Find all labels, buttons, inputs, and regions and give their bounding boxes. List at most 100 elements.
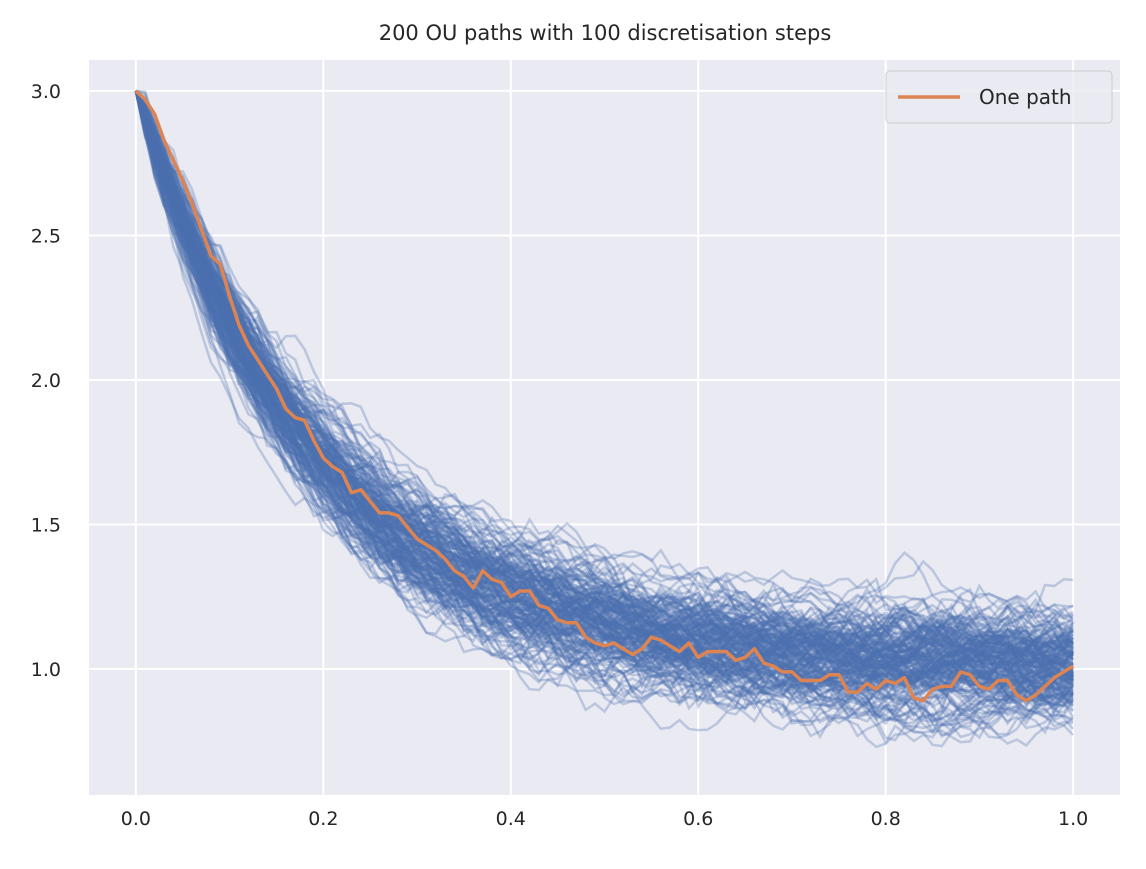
ou-path [134, 90, 1074, 697]
ou-path [134, 90, 1075, 719]
ou-path [134, 90, 1075, 697]
ou-path [134, 90, 1074, 727]
ou-path [134, 90, 1074, 720]
ou-path [134, 90, 1074, 691]
ou-path [134, 90, 1074, 673]
ou-path [134, 90, 1074, 703]
ou-path [134, 90, 1074, 697]
ou-path [134, 90, 1074, 681]
ou-path [134, 90, 1075, 697]
x-tick-label: 0.4 [496, 808, 526, 830]
ou-path [134, 90, 1074, 716]
ou-path [134, 90, 1074, 742]
ou-path [134, 90, 1074, 727]
ou-path [134, 90, 1074, 693]
ou-path [134, 90, 1074, 683]
ou-path [134, 90, 1074, 668]
ou-path [134, 90, 1075, 700]
ou-path [134, 90, 1074, 692]
ou-path [135, 89, 1074, 710]
ou-path [134, 90, 1075, 708]
ou-path [134, 90, 1075, 705]
ou-path [134, 90, 1074, 700]
ou-path [134, 90, 1074, 693]
ou-path [134, 90, 1074, 707]
ou-path [134, 90, 1074, 715]
ou-path [134, 90, 1075, 708]
ou-path [134, 90, 1074, 728]
ou-path [134, 90, 1075, 682]
ou-path [134, 90, 1074, 668]
ou-path [134, 90, 1075, 692]
ou-path [134, 90, 1075, 696]
ou-path [134, 90, 1075, 690]
ou-path [134, 90, 1074, 660]
ou-path [134, 90, 1074, 694]
ou-path [134, 90, 1074, 689]
ou-path [134, 90, 1074, 710]
ou-path [134, 90, 1075, 675]
ou-path [134, 90, 1075, 683]
ou-path [134, 90, 1074, 680]
ou-path [134, 90, 1075, 701]
ou-path [134, 90, 1075, 718]
ou-path [134, 90, 1075, 730]
ou-path [134, 90, 1074, 712]
x-tick-label: 0.2 [308, 808, 338, 830]
ou-path [134, 90, 1074, 744]
y-tick-label: 2.0 [31, 370, 61, 392]
ou-path [134, 90, 1075, 700]
highlight-path-group [134, 89, 1075, 703]
y-tick-label: 1.5 [31, 514, 61, 536]
y-tick-label: 1.0 [31, 659, 61, 681]
ou-path [134, 90, 1075, 688]
ou-path [134, 90, 1074, 726]
ou-path [134, 90, 1075, 691]
ou-path [135, 89, 1074, 670]
ou-path [134, 90, 1075, 680]
ou-path [134, 90, 1074, 693]
ou-path [134, 90, 1074, 681]
ou-path [134, 90, 1074, 731]
ou-path [134, 90, 1074, 698]
ou-path [134, 90, 1074, 715]
ou-path [134, 90, 1075, 717]
ou-path [134, 90, 1074, 684]
ou-path [134, 90, 1074, 696]
ou-path [134, 90, 1074, 677]
ou-path [134, 90, 1075, 675]
ou-path [134, 90, 1074, 723]
ou-path [134, 90, 1074, 690]
ou-path [134, 90, 1075, 673]
ou-path [134, 90, 1074, 666]
ou-path [134, 90, 1074, 698]
ou-path [134, 90, 1075, 679]
ou-path [134, 90, 1075, 674]
ou-path [134, 90, 1074, 692]
ou-path [134, 90, 1074, 712]
ou-path [134, 90, 1074, 738]
ou-path [134, 90, 1074, 715]
ou-path [134, 90, 1075, 690]
ou-path [134, 90, 1075, 692]
ou-path [134, 90, 1074, 728]
ou-path [134, 90, 1074, 684]
ou-path [135, 89, 1075, 686]
ou-path [134, 90, 1074, 696]
ou-path [134, 90, 1074, 706]
ou-path [134, 90, 1074, 694]
ou-path [134, 90, 1074, 665]
ou-path [134, 90, 1075, 653]
ou-path [134, 90, 1074, 661]
ou-path [134, 90, 1074, 702]
ou-path [134, 90, 1074, 695]
ou-path [134, 90, 1074, 696]
x-tick-label: 0.0 [121, 808, 151, 830]
ou-path [134, 90, 1075, 722]
ou-path [135, 89, 1074, 701]
ou-path [134, 90, 1075, 656]
ou-path [134, 90, 1074, 693]
ou-path [134, 90, 1075, 647]
ou-path [134, 90, 1074, 673]
